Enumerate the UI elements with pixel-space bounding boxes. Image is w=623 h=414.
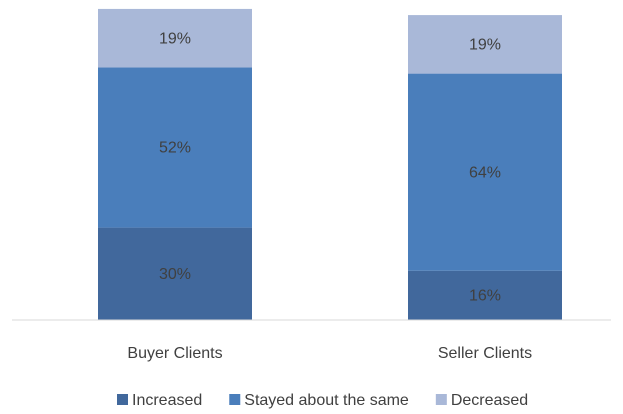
data-label: 19% [469,37,501,54]
bar-segment [408,15,562,74]
legend-label: Decreased [451,392,528,409]
data-label: 64% [469,164,501,181]
bar-segment [98,227,252,320]
data-label: 16% [469,288,501,305]
data-label: 52% [159,140,191,157]
legend-label: Increased [132,392,202,409]
data-label: 19% [159,30,191,47]
bar-segment [408,270,562,320]
x-tick-label: Buyer Clients [127,345,222,362]
legend-swatch [435,394,447,405]
data-label: 30% [159,266,191,283]
bar-segment [98,8,252,68]
bar-segment [98,67,252,228]
legend-swatch [229,394,241,405]
bar-segment [408,73,562,271]
legend-swatch [117,394,128,405]
legend-label: Stayed about the same [244,392,409,409]
x-tick-label: Seller Clients [438,345,532,362]
